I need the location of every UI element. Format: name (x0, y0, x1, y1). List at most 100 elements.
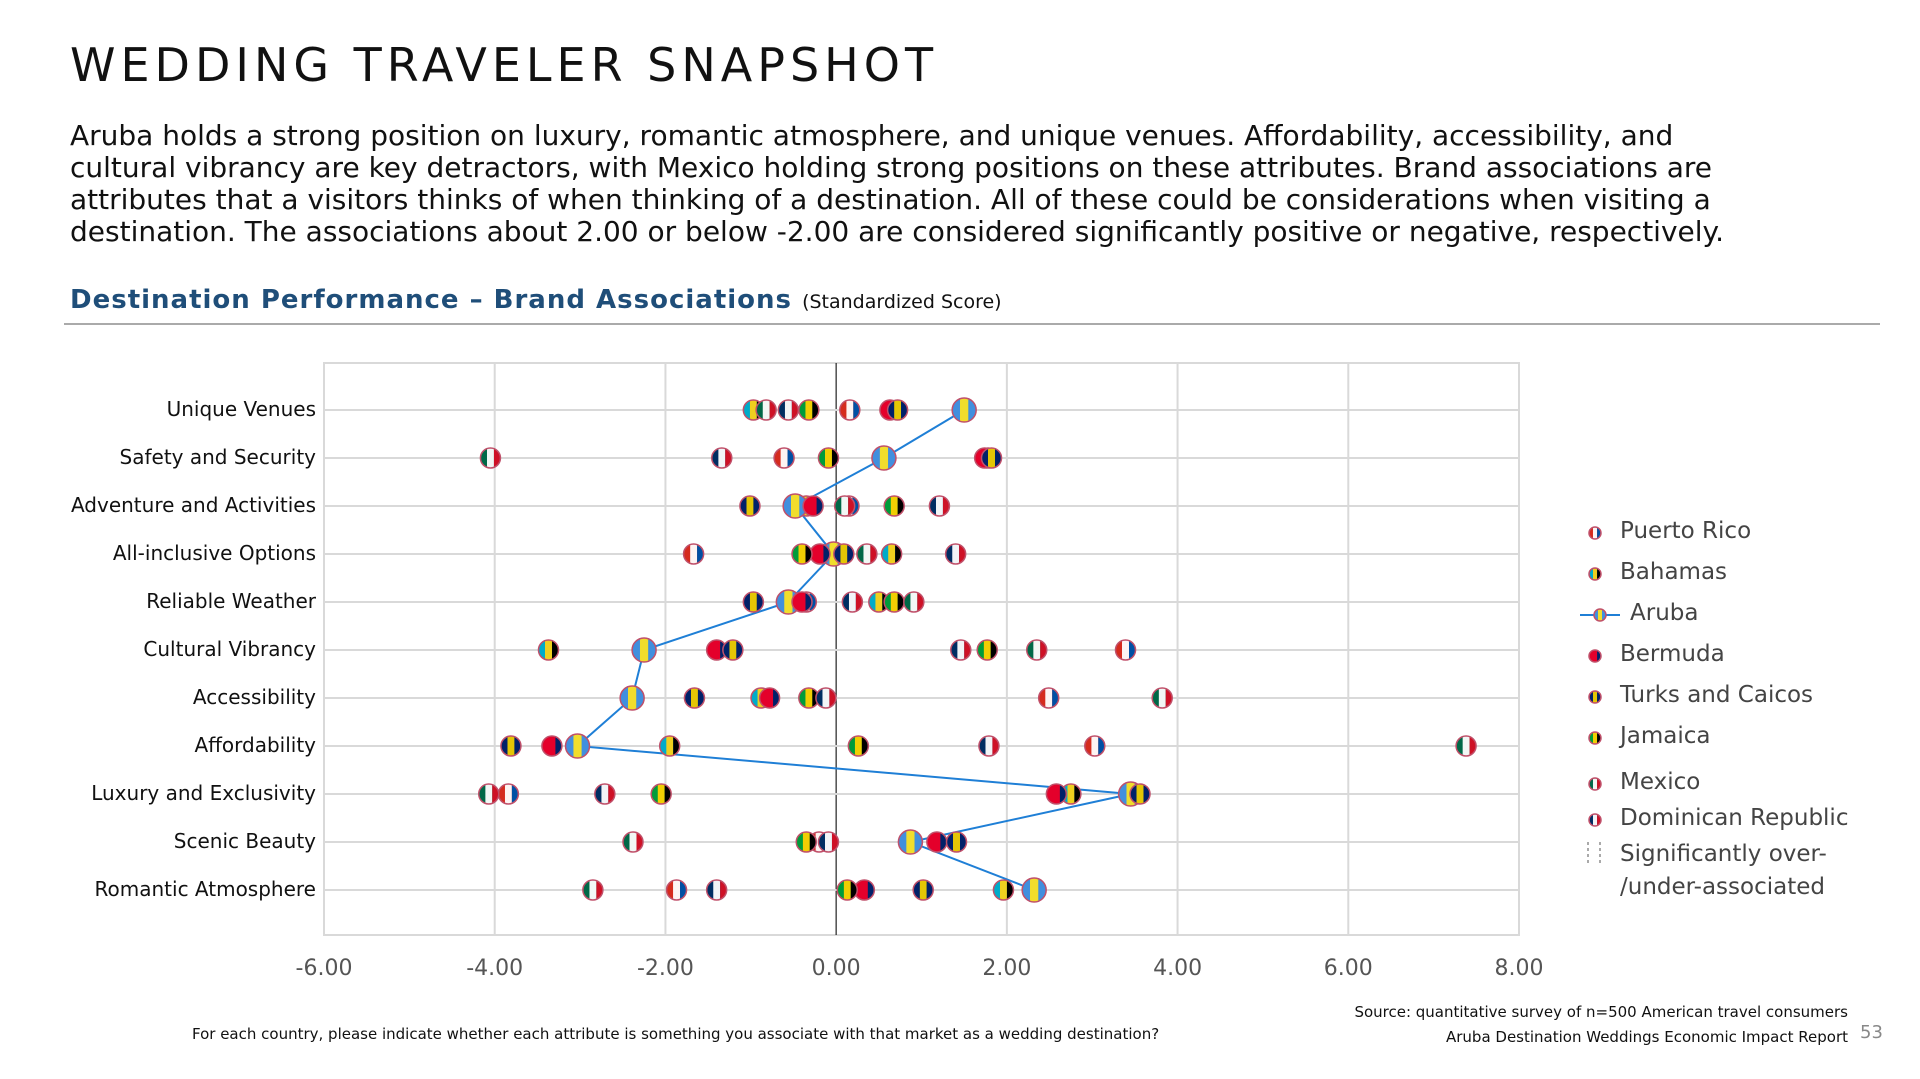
dominican-republic-marker (815, 687, 837, 709)
bahamas-marker (880, 543, 903, 565)
legend-label: Turks and Caicos (1620, 682, 1814, 708)
turks-and-caicos-marker (722, 639, 744, 661)
mexico-marker (1455, 735, 1477, 757)
aruba-marker (897, 829, 924, 855)
turks-and-caicos-marker (833, 543, 855, 565)
category-label: Cultural Vibrancy (143, 637, 316, 661)
bermuda-marker (541, 735, 563, 757)
x-tick-label: -6.00 (296, 956, 353, 981)
mexico-marker (582, 879, 604, 901)
puerto-rico-marker (1084, 735, 1106, 757)
jamaica-marker (650, 783, 672, 805)
category-label: Luxury and Exclusivity (91, 781, 316, 805)
dominican-republic-marker (777, 399, 800, 421)
dominican-republic-marker (950, 639, 972, 661)
dominican-republic-marker (711, 447, 733, 469)
legend-label: Dominican Republic (1620, 805, 1849, 831)
bermuda-marker (791, 591, 813, 613)
legend-flag-icon (1588, 567, 1602, 581)
puerto-rico-marker (1114, 639, 1137, 661)
legend-item-puerto-rico: Puerto Rico (1580, 518, 1751, 544)
category-label: Reliable Weather (146, 589, 317, 613)
section-title: Destination Performance – Brand Associat… (70, 285, 1002, 315)
legend-label: Puerto Rico (1620, 518, 1752, 544)
legend-marker (1588, 649, 1602, 663)
jamaica-marker (883, 495, 905, 517)
x-tick-label: -4.00 (466, 956, 523, 981)
legend-marker (1588, 777, 1602, 791)
legend-marker (1588, 526, 1602, 540)
legend-flag-icon (1588, 526, 1602, 540)
legend-marker (1588, 731, 1602, 745)
turks-and-caicos-marker (742, 591, 765, 613)
dominican-republic-marker (594, 783, 616, 805)
x-tick-label: 0.00 (812, 956, 861, 981)
legend-item-dominican-republic: Dominican Republic (1580, 805, 1848, 831)
bermuda-marker (809, 543, 831, 565)
survey-question: For each country, please indicate whethe… (192, 1025, 1160, 1043)
dominican-republic-marker (944, 543, 967, 565)
legend-item-aruba: Aruba (1580, 600, 1698, 626)
mexico-marker (833, 495, 856, 517)
bahamas-marker (658, 735, 681, 757)
turks-and-caicos-marker (1129, 783, 1151, 805)
bermuda-marker (1045, 783, 1068, 805)
x-tick-label: 6.00 (1324, 956, 1373, 981)
legend-item-turks-and-caicos: Turks and Caicos (1580, 682, 1813, 708)
legend-label: Bermuda (1620, 641, 1725, 667)
turks-and-caicos-marker (980, 447, 1003, 469)
legend-flag-icon (1588, 690, 1602, 704)
legend-label: Bahamas (1620, 559, 1728, 585)
turks-and-caicos-marker (912, 879, 934, 901)
category-label: Unique Venues (167, 397, 316, 421)
mexico-marker (622, 831, 644, 853)
aruba-marker (951, 397, 977, 423)
mexico-marker (1025, 639, 1048, 661)
mexico-marker (479, 447, 502, 469)
category-label: Romantic Atmosphere (95, 877, 316, 901)
turks-and-caicos-marker (886, 399, 909, 421)
section-subtitle: (Standardized Score) (802, 291, 1002, 313)
legend-item-significance: Significantly over- /under-associated (1580, 838, 1827, 904)
jamaica-marker (795, 831, 818, 853)
aruba-marker (619, 685, 645, 711)
page-number: 53 (1860, 1022, 1883, 1043)
jamaica-marker (791, 543, 813, 565)
legend-label: Mexico (1620, 769, 1701, 795)
puerto-rico-marker (682, 543, 705, 565)
jamaica-marker (976, 639, 998, 661)
mexico-marker (755, 399, 777, 421)
puerto-rico-marker (1037, 687, 1060, 709)
x-tick-label: 4.00 (1153, 956, 1202, 981)
section-divider (64, 323, 1880, 325)
jamaica-marker (836, 879, 858, 901)
bermuda-marker (705, 639, 728, 661)
jamaica-marker (817, 447, 840, 469)
legend-flag-icon (1580, 608, 1620, 622)
legend-item-mexico: Mexico (1580, 769, 1700, 795)
category-label: All-inclusive Options (113, 541, 316, 565)
jamaica-marker (847, 735, 870, 757)
legend-label: Aruba (1630, 600, 1699, 626)
report-name: Aruba Destination Weddings Economic Impa… (1445, 1028, 1848, 1046)
dominican-republic-marker (841, 591, 864, 613)
turks-and-caicos-marker (500, 735, 522, 757)
category-label: Safety and Security (120, 445, 317, 469)
mexico-marker (477, 783, 500, 805)
jamaica-marker (798, 399, 820, 421)
section-title-text: Destination Performance – Brand Associat… (70, 285, 793, 315)
bermuda-marker (758, 687, 781, 709)
legend-item-bermuda: Bermuda (1580, 641, 1725, 667)
turks-and-caicos-marker (739, 495, 761, 517)
bermuda-marker (926, 831, 948, 853)
legend-marker (1588, 567, 1602, 581)
dominican-republic-marker (928, 495, 951, 517)
turks-and-caicos-marker (945, 831, 968, 853)
puerto-rico-marker (773, 447, 795, 469)
mexico-marker (856, 543, 878, 565)
legend-item-bahamas: Bahamas (1580, 559, 1727, 585)
legend-marker (1588, 690, 1602, 704)
category-label: Accessibility (193, 685, 316, 709)
turks-and-caicos-marker (683, 687, 706, 709)
legend-flag-icon (1588, 731, 1602, 745)
